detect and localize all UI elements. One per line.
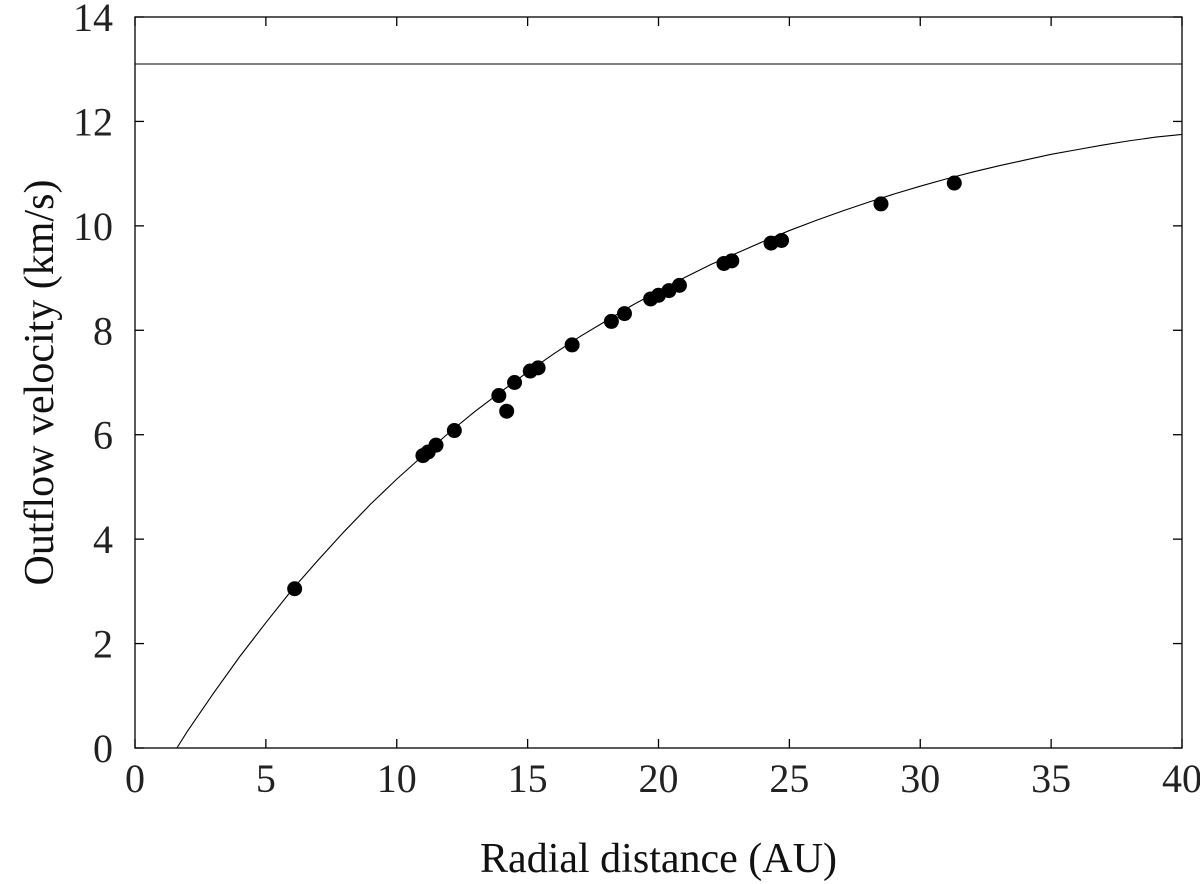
axis-ticks	[134, 16, 1183, 749]
y-axis-label: Outflow velocity (km/s)	[17, 180, 63, 586]
x-tick-label: 40	[1162, 756, 1200, 801]
data-point	[603, 313, 619, 329]
fit-curve-layer	[135, 63, 1183, 749]
x-tick-label: 10	[377, 756, 417, 801]
x-tick-label: 25	[769, 756, 809, 801]
y-tick-label: 0	[93, 726, 113, 771]
y-tick-label: 12	[73, 99, 113, 144]
data-point	[671, 277, 687, 293]
data-point	[774, 232, 790, 248]
x-axis-label: Radial distance (AU)	[480, 836, 837, 882]
x-tick-label: 30	[900, 756, 940, 801]
data-point	[616, 306, 632, 322]
y-tick-label: 14	[73, 0, 113, 40]
data-point	[287, 581, 303, 597]
fit-curve	[176, 133, 1183, 749]
data-point	[724, 253, 740, 269]
data-point	[499, 403, 515, 419]
x-tick-label: 35	[1031, 756, 1071, 801]
data-point	[946, 175, 962, 191]
data-point	[446, 423, 462, 439]
data-point	[507, 375, 523, 390]
plot-frame	[134, 16, 1183, 749]
y-tick-label: 4	[93, 517, 113, 562]
data-point	[530, 360, 546, 376]
x-tick-label: 20	[639, 756, 679, 801]
y-tick-label: 10	[73, 204, 113, 249]
data-point	[873, 196, 889, 212]
x-tick-label: 5	[256, 756, 276, 801]
data-points	[287, 175, 962, 597]
data-point	[428, 437, 444, 453]
x-tick-label: 15	[508, 756, 548, 801]
data-point	[564, 337, 580, 353]
tick-labels: 0 5 10 15 20 25 30 35 40 0 2 4 6 8 10 12 14	[73, 0, 1200, 801]
y-tick-label: 2	[93, 622, 113, 667]
x-tick-label: 0	[125, 756, 145, 801]
y-tick-label: 8	[93, 308, 113, 353]
data-point	[491, 388, 507, 404]
y-tick-label: 6	[93, 413, 113, 458]
